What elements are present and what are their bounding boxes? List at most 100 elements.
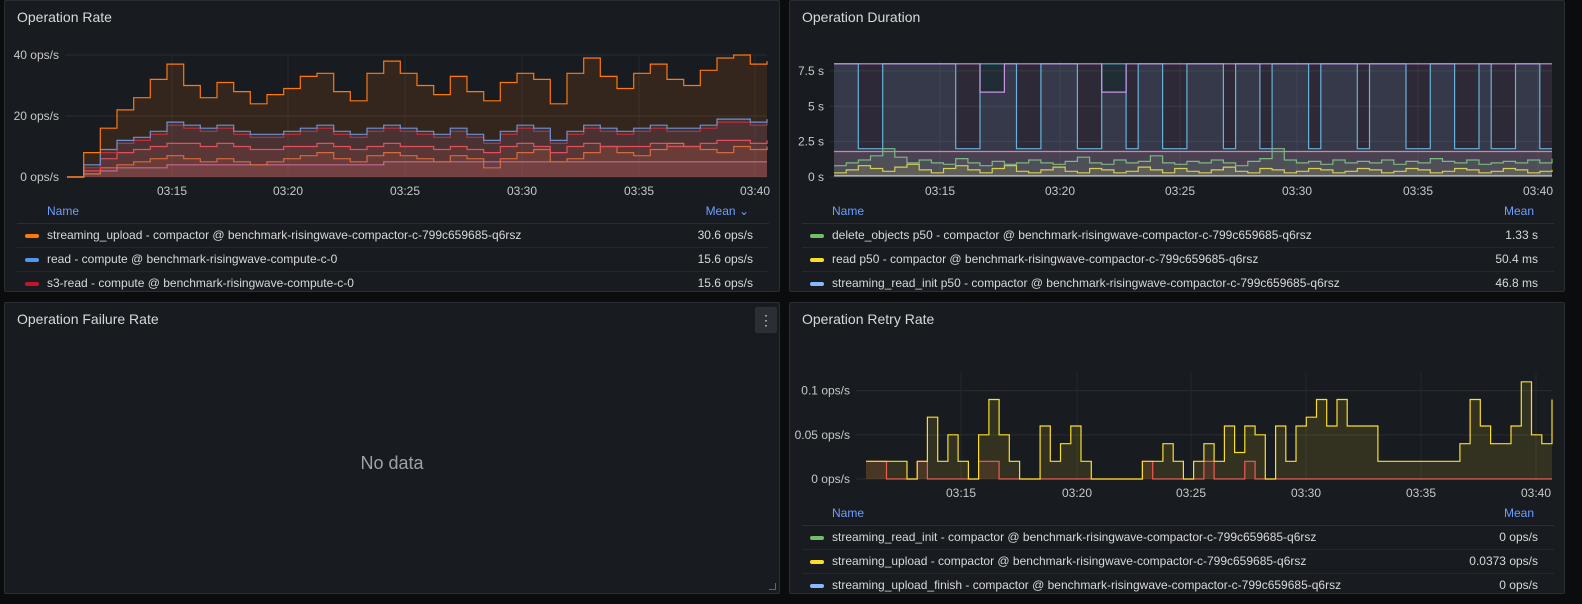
legend-item[interactable]: s3-read - compute @ benchmark-risingwave… [17,272,769,291]
series-line [866,381,1553,480]
series-color-swatch [810,281,824,286]
legend-item[interactable]: streaming_read_init - compactor @ benchm… [802,526,1554,550]
legend-item-mean: 1.33 s [1505,228,1538,242]
x-tick-label: 03:25 [1176,486,1206,500]
x-tick-label: 03:15 [925,184,955,198]
series-line [67,142,768,178]
operation-duration-chart[interactable]: 0 s 2.5 s 5 s 7.5 s 03:15 03:20 03:25 03:30 03:3… [790,41,1558,231]
operation-rate-chart[interactable]: 0 ops/s 20 ops/s 40 ops/s 03:15 03:20 03:25 03… [5,41,773,231]
legend-item-label: read p50 - compactor @ benchmark-risingw… [832,252,1259,266]
operation-retry-rate-panel: Operation Retry Rate 0 ops/s 0.05 ops/s 0.… [789,302,1565,594]
series-area [67,143,767,177]
series-area [67,140,767,177]
x-tick-label: 03:20 [1045,184,1075,198]
y-tick-label: 0 ops/s [20,170,59,184]
y-tick-label: 0 s [808,170,824,184]
resize-handle-icon[interactable] [769,583,776,590]
legend-item[interactable]: delete_objects p50 - compactor @ benchma… [802,224,1554,248]
legend-item-label: read - compute @ benchmark-risingwave-co… [47,252,338,266]
series-line [67,139,768,178]
series-line [834,148,1553,167]
operation-rate-panel: Operation Rate 0 ops/s 20 ops/s 40 ops/s 03… [4,0,780,292]
series-area [834,63,1552,177]
series-color-swatch [25,281,39,286]
x-tick-label: 03:25 [1165,184,1195,198]
legend-item-label: streaming_upload - compactor @ benchmark… [47,228,522,242]
x-tick-label: 03:25 [390,184,420,198]
y-tick-label: 0.05 ops/s [795,428,850,442]
legend-item-mean: 0 ops/s [1499,530,1538,544]
legend-item-mean: 0.0373 ops/s [1469,554,1538,568]
legend-mean-header[interactable]: Mean [1503,506,1534,520]
x-tick-label: 03:15 [157,184,187,198]
series-color-swatch [810,559,824,564]
series-line [834,163,1553,174]
legend-item-mean: 15.6 ops/s [697,252,753,266]
legend-name-header[interactable]: Name [47,204,80,218]
panel-menu-icon[interactable]: ⋮ [755,307,777,333]
legend-item-mean: 15.6 ops/s [697,276,753,290]
legend-name-header[interactable]: Name [832,506,865,520]
x-tick-label: 03:20 [1062,486,1092,500]
panel-title: Operation Retry Rate [802,311,935,327]
series-line [67,54,768,178]
legend-mean-header[interactable]: Mean ⌄ [705,204,749,218]
series-area [834,151,1552,177]
legend-header: Name Mean ⌄ [17,199,769,224]
series-area [866,461,1552,479]
legend-item[interactable]: streaming_read_init p50 - compactor @ be… [802,272,1554,291]
series-line [834,63,1552,93]
x-tick-label: 03:30 [1291,486,1321,500]
series-color-swatch [810,257,824,262]
legend-item-mean: 46.8 ms [1495,276,1538,290]
series-area [834,164,1552,177]
legend-mean-header[interactable]: Mean [1503,204,1534,218]
y-tick-label: 5 s [808,99,824,113]
legend-item[interactable]: read p50 - compactor @ benchmark-risingw… [802,248,1554,272]
operation-failure-rate-panel: Operation Failure Rate ⋮ No data [4,302,780,594]
legend-item-label: streaming_read_init p50 - compactor @ be… [832,276,1340,290]
series-color-swatch [810,535,824,540]
operation-retry-rate-chart[interactable]: 0 ops/s 0.05 ops/s 0.1 ops/s 03:15 03:20 03:2… [790,343,1558,533]
series-color-swatch [810,233,824,238]
legend: Name Mean streaming_read_init - compacto… [802,501,1554,593]
series-line [67,161,767,178]
no-data-message: No data [360,453,424,473]
series-area [866,381,1552,479]
x-tick-label: 03:30 [507,184,537,198]
y-tick-label: 7.5 s [798,64,824,78]
y-tick-label: 0.1 ops/s [801,384,850,398]
x-tick-label: 03:35 [1403,184,1433,198]
legend-header: Name Mean [802,199,1554,224]
legend-item-label: streaming_upload - compactor @ benchmark… [832,554,1307,568]
y-tick-label: 20 ops/s [14,109,59,123]
panel-title: Operation Duration [802,9,921,25]
x-tick-label: 03:15 [946,486,976,500]
operation-duration-panel: Operation Duration 0 s 2.5 s 5 s 7.5 s 03:15… [789,0,1565,292]
series-line [67,118,768,178]
legend-item-mean: 50.4 ms [1495,252,1538,266]
legend-item-label: streaming_upload_finish - compactor @ be… [832,578,1342,592]
series-area [67,122,767,177]
legend-item[interactable]: streaming_upload - compactor @ benchmark… [802,550,1554,574]
chevron-down-icon: ⌄ [738,204,749,218]
legend-name-header[interactable]: Name [832,204,865,218]
series-area [834,63,1552,177]
x-tick-label: 03:20 [273,184,303,198]
series-area [834,148,1552,177]
series-color-swatch [25,257,39,262]
x-tick-label: 03:35 [1406,486,1436,500]
panel-title: Operation Failure Rate [17,311,159,327]
legend-item[interactable]: streaming_upload_finish - compactor @ be… [802,574,1554,593]
y-tick-label: 0 ops/s [811,472,850,486]
legend-item[interactable]: streaming_upload - compactor @ benchmark… [17,224,769,248]
legend-item-mean: 30.6 ops/s [697,228,753,242]
legend-item[interactable]: read - compute @ benchmark-risingwave-co… [17,248,769,272]
y-tick-label: 40 ops/s [14,48,59,62]
legend: Name Mean ⌄ streaming_upload - compactor… [17,199,769,291]
legend-header: Name Mean [802,501,1554,526]
x-tick-label: 03:40 [740,184,770,198]
panel-title: Operation Rate [17,9,112,25]
legend-item-label: delete_objects p50 - compactor @ benchma… [832,228,1312,242]
series-area [67,161,767,177]
